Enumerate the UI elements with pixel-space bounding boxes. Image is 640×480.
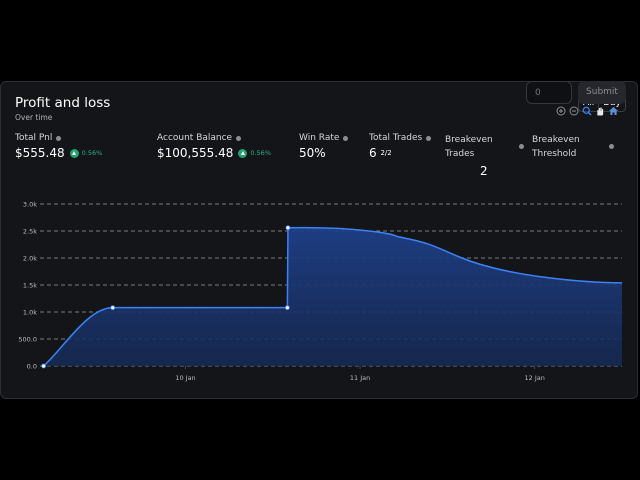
zoom-select-icon[interactable] xyxy=(582,106,592,116)
breakeven-threshold-input[interactable] xyxy=(526,81,572,104)
data-point xyxy=(285,225,291,231)
stat-ratio: 2/2 xyxy=(380,149,392,157)
y-tick-label: 500.0 xyxy=(18,336,37,344)
stat-label-line1: Breakeven xyxy=(532,135,580,145)
pnl-chart: 0.0 500.0 1.0k 1.5k 2.0k 2.5k 3.0k 10 Jan 11 Jan… xyxy=(18,201,623,382)
info-icon[interactable] xyxy=(519,144,524,149)
reset-home-icon[interactable] xyxy=(608,106,619,116)
y-tick-label: 2.5k xyxy=(23,228,37,236)
series-line xyxy=(43,226,623,367)
info-icon[interactable] xyxy=(236,135,242,141)
arrow-up-icon xyxy=(238,148,248,158)
y-tick-label: 2.0k xyxy=(23,255,37,263)
stat-win-rate: Win Rate 50% xyxy=(299,133,349,160)
info-icon[interactable] xyxy=(609,144,614,149)
zoom-out-icon[interactable] xyxy=(569,106,579,116)
zoom-in-icon[interactable] xyxy=(556,106,566,116)
submit-button[interactable]: Submit xyxy=(578,81,626,104)
stat-change: 0.56% xyxy=(81,149,103,157)
data-point xyxy=(284,305,290,311)
stat-label: Total Trades xyxy=(369,133,423,143)
stat-breakeven-threshold: Breakeven Threshold xyxy=(532,133,614,161)
stat-value: 6 xyxy=(369,146,377,160)
data-point xyxy=(41,363,47,369)
stat-total-trades: Total Trades 6 2/2 xyxy=(369,133,432,160)
info-icon[interactable] xyxy=(56,135,62,141)
stat-label-line2: Trades xyxy=(445,149,475,159)
stat-value: $555.48 xyxy=(15,146,65,160)
stat-value: 2 xyxy=(480,164,488,178)
page-subtitle: Over time xyxy=(15,113,53,122)
y-tick-label: 1.5k xyxy=(23,282,37,290)
stat-change: 0.56% xyxy=(250,149,271,157)
stat-total-pnl: Total Pnl $555.48 0.56% xyxy=(15,133,102,160)
info-icon[interactable] xyxy=(426,135,432,141)
stat-value: 50% xyxy=(299,146,326,160)
chart-toolbar xyxy=(556,106,619,116)
stat-label-line1: Breakeven xyxy=(445,135,493,145)
stat-label: Total Pnl xyxy=(15,133,53,143)
info-icon[interactable] xyxy=(343,135,349,141)
stat-label: Account Balance xyxy=(157,133,233,143)
y-tick-label: 0.0 xyxy=(27,363,37,371)
data-point xyxy=(110,305,116,311)
y-tick-label: 3.0k xyxy=(23,201,37,209)
stat-breakeven-trades: Breakeven Trades 2 xyxy=(445,133,525,178)
x-tick-label: 10 Jan xyxy=(175,374,195,382)
stat-account-balance: Account Balance $100,555.48 0.56% xyxy=(157,133,271,160)
page-title: Profit and loss xyxy=(15,95,111,111)
stat-label-line2: Threshold xyxy=(532,149,577,159)
arrow-up-icon xyxy=(69,148,79,158)
series-area xyxy=(43,227,622,366)
x-tick-label: 12 Jan xyxy=(525,374,545,382)
stat-value: $100,555.48 xyxy=(157,146,234,160)
x-tick-label: 11 Jan xyxy=(350,374,370,382)
pan-hand-icon[interactable] xyxy=(595,106,605,116)
stat-label: Win Rate xyxy=(299,133,340,143)
y-tick-label: 1.0k xyxy=(23,309,37,317)
